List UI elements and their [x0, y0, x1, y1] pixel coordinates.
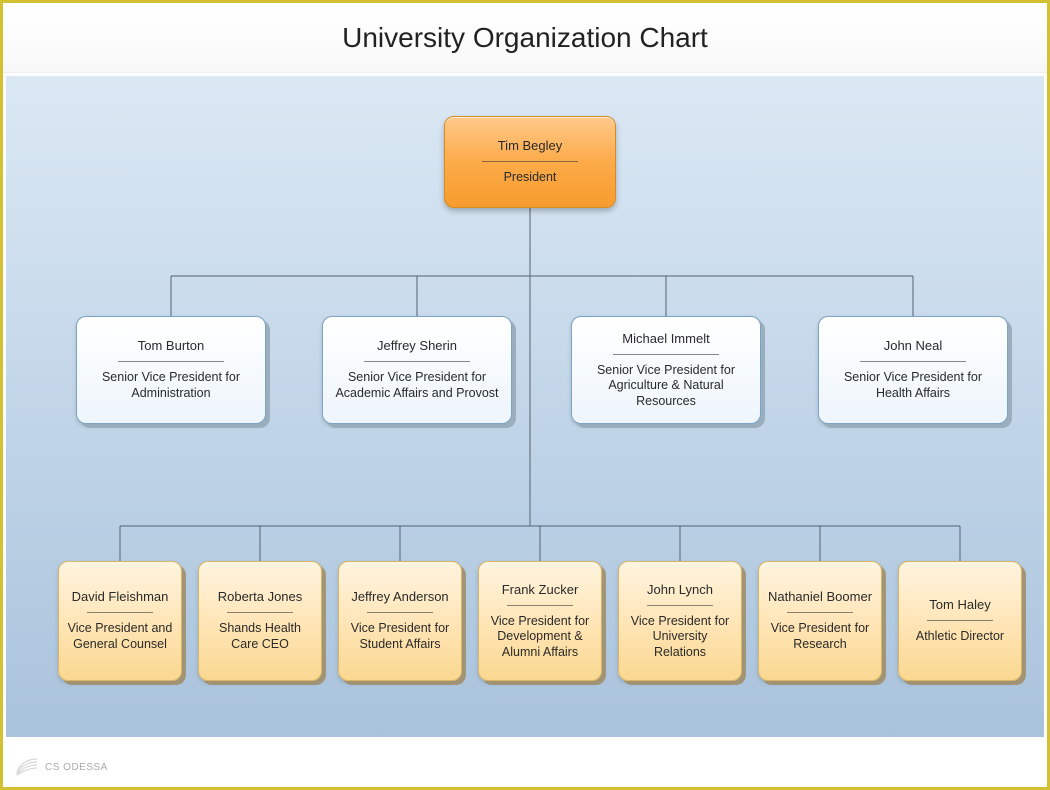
node-role: Shands Health Care CEO — [207, 621, 313, 652]
node-divider — [482, 161, 577, 162]
org-node-vp-3: Frank Zucker Vice President for Developme… — [478, 561, 602, 681]
chart-title: University Organization Chart — [342, 22, 708, 54]
node-role: Vice President for Research — [767, 621, 873, 652]
node-name: Nathaniel Boomer — [768, 589, 872, 604]
diagram-canvas: Tim Begley President Tom Burton Senior Vice… — [6, 76, 1044, 737]
node-name: Jeffrey Anderson — [351, 589, 448, 604]
node-role: Vice President and General Counsel — [67, 621, 173, 652]
node-divider — [87, 612, 153, 613]
org-node-president: Tim Begley President — [444, 116, 616, 208]
node-divider — [367, 612, 433, 613]
org-node-vp-1: Roberta Jones Shands Health Care CEO — [198, 561, 322, 681]
node-name: Jeffrey Sherin — [377, 338, 457, 353]
node-role: Senior Vice President for Academic Affai… — [331, 370, 503, 401]
node-divider — [927, 620, 993, 621]
node-name: John Lynch — [647, 582, 713, 597]
node-name: Michael Immelt — [622, 331, 709, 346]
node-role: Senior Vice President for Administration — [85, 370, 257, 401]
org-node-vp-0: David Fleishman Vice President and Genera… — [58, 561, 182, 681]
org-node-svp-0: Tom Burton Senior Vice President for Admi… — [76, 316, 266, 424]
node-role: Senior Vice President for Health Affairs — [827, 370, 999, 401]
node-divider — [613, 354, 720, 355]
org-node-svp-3: John Neal Senior Vice President for Healt… — [818, 316, 1008, 424]
footer-brand: CS ODESSA — [13, 755, 108, 779]
org-node-vp-4: John Lynch Vice President for University … — [618, 561, 742, 681]
node-divider — [647, 605, 713, 606]
node-role: Senior Vice President for Agriculture & … — [580, 363, 752, 410]
node-name: David Fleishman — [72, 589, 169, 604]
node-name: Tom Haley — [929, 597, 990, 612]
node-role: Vice President for Student Affairs — [347, 621, 453, 652]
node-role: Vice President for Development & Alumni … — [487, 614, 593, 661]
brand-label: CS ODESSA — [45, 762, 108, 773]
node-divider — [118, 361, 225, 362]
diagram-frame: University Organization Chart Tim Begley… — [0, 0, 1050, 790]
node-divider — [787, 612, 853, 613]
node-role: President — [504, 170, 557, 186]
node-name: Tim Begley — [498, 138, 563, 153]
node-divider — [227, 612, 293, 613]
node-name: Tom Burton — [138, 338, 204, 353]
node-name: Roberta Jones — [218, 589, 303, 604]
node-divider — [860, 361, 967, 362]
org-node-vp-5: Nathaniel Boomer Vice President for Resea… — [758, 561, 882, 681]
org-node-svp-1: Jeffrey Sherin Senior Vice President for … — [322, 316, 512, 424]
org-node-vp-6: Tom Haley Athletic Director — [898, 561, 1022, 681]
node-name: Frank Zucker — [502, 582, 579, 597]
node-name: John Neal — [884, 338, 943, 353]
brand-logo-icon — [13, 755, 39, 779]
node-divider — [507, 605, 573, 606]
node-role: Vice President for University Relations — [627, 614, 733, 661]
org-node-vp-2: Jeffrey Anderson Vice President for Stude… — [338, 561, 462, 681]
org-node-svp-2: Michael Immelt Senior Vice President for … — [571, 316, 761, 424]
node-role: Athletic Director — [916, 629, 1004, 645]
node-divider — [364, 361, 471, 362]
title-bar: University Organization Chart — [3, 3, 1047, 73]
